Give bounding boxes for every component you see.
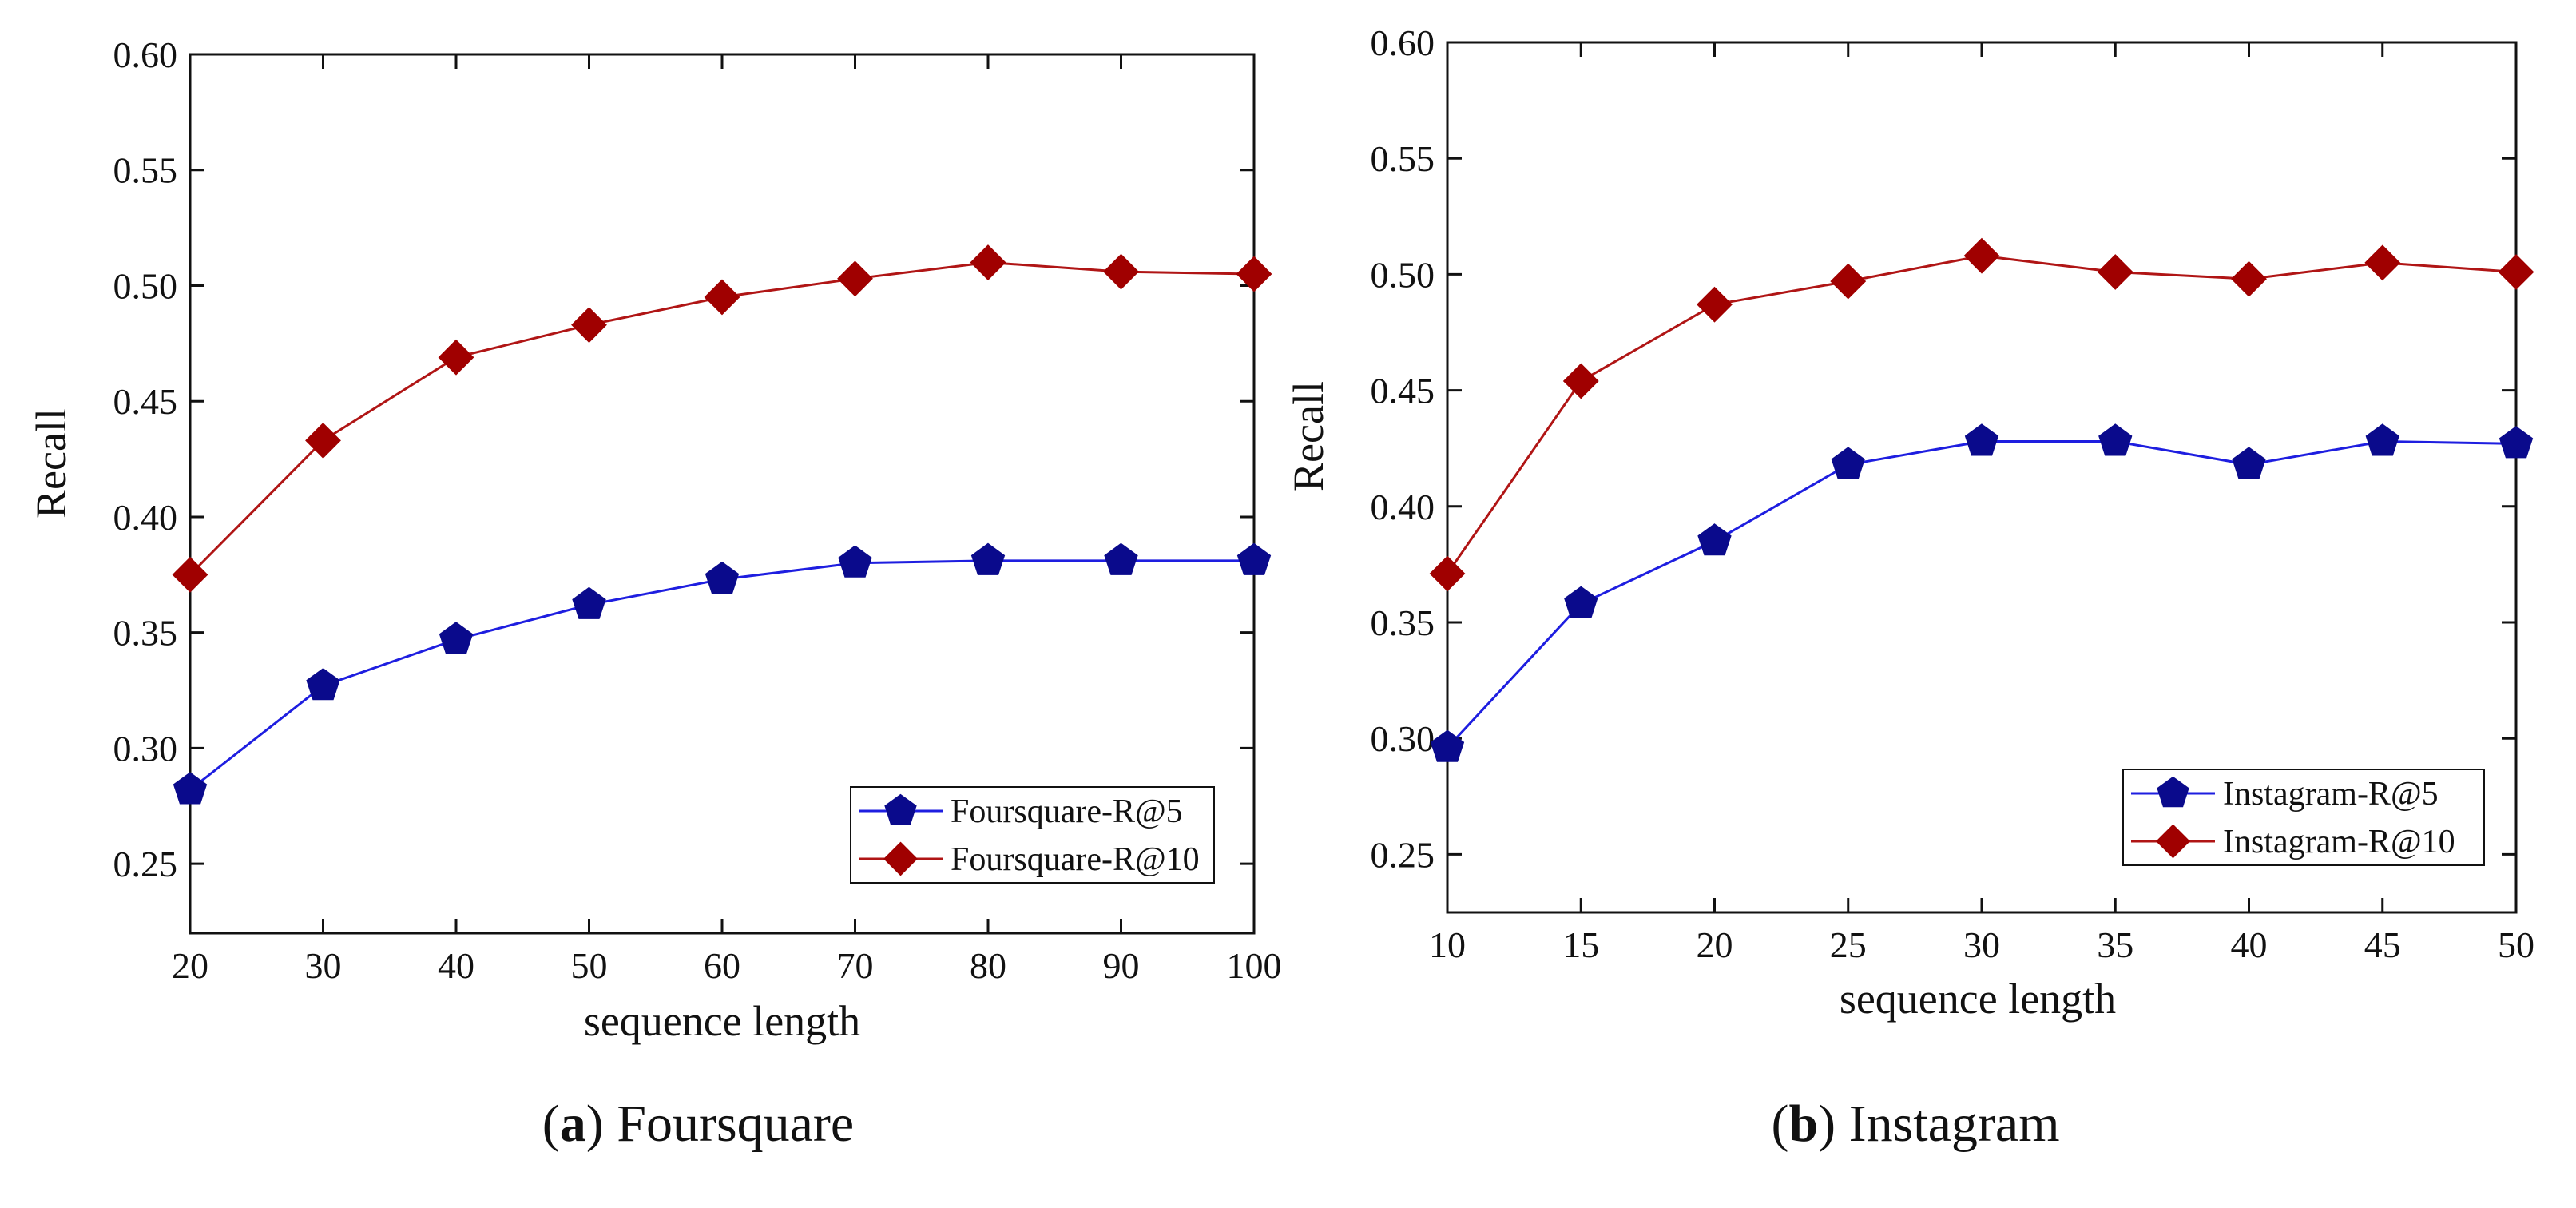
- y-tick-label: 0.40: [1371, 487, 1435, 527]
- data-point-Instagram-R@10: [1697, 286, 1733, 323]
- legend-marker: [884, 793, 917, 825]
- data-point-Instagram-R@10: [1429, 555, 1466, 592]
- data-point-Instagram-R@5: [2499, 426, 2534, 459]
- x-tick-label: 10: [1429, 924, 1466, 965]
- y-tick-label: 0.60: [1371, 22, 1435, 63]
- x-tick-label: 100: [1227, 945, 1282, 986]
- data-point-Instagram-R@10: [1963, 237, 2000, 274]
- caption-b-label: b: [1788, 1095, 1818, 1153]
- data-point-Instagram-R@10: [1830, 263, 1867, 300]
- legend-label: Foursquare-R@5: [951, 793, 1183, 830]
- x-tick-label: 40: [438, 945, 474, 986]
- x-tick-label: 50: [571, 945, 608, 986]
- y-axis-label: Recall: [1284, 381, 1332, 491]
- caption-a: (a) Foursquare: [542, 1095, 854, 1153]
- data-point-Foursquare-R@10: [704, 279, 740, 316]
- data-point-Foursquare-R@5: [838, 545, 872, 578]
- data-point-Foursquare-R@5: [572, 586, 606, 619]
- x-tick-label: 45: [2364, 924, 2401, 965]
- x-tick-label: 30: [305, 945, 342, 986]
- x-tick-label: 20: [1697, 924, 1733, 965]
- data-point-Foursquare-R@10: [571, 307, 607, 344]
- y-tick-label: 0.40: [113, 497, 178, 538]
- series-line-Instagram-R@5: [1446, 439, 2517, 749]
- caption-a-label: a: [560, 1095, 586, 1153]
- data-point-Instagram-R@5: [1430, 729, 1465, 762]
- x-tick-label: 30: [1963, 924, 2000, 965]
- data-point-Foursquare-R@10: [970, 244, 1006, 280]
- data-point-Foursquare-R@5: [705, 561, 740, 594]
- data-point-Instagram-R@5: [1964, 423, 1999, 456]
- data-point-Foursquare-R@5: [1104, 542, 1138, 575]
- data-point-Foursquare-R@5: [970, 542, 1006, 575]
- y-tick-label: 0.25: [113, 844, 178, 884]
- x-tick-label: 40: [2231, 924, 2268, 965]
- x-tick-label: 15: [1562, 924, 1599, 965]
- x-axis-label: sequence length: [584, 997, 860, 1045]
- x-tick-label: 90: [1103, 945, 1140, 986]
- data-point-Foursquare-R@5: [1236, 542, 1272, 575]
- series-line-Instagram-R@10: [1446, 254, 2517, 574]
- legend-label: Instagram-R@5: [2223, 776, 2439, 813]
- x-tick-label: 20: [172, 945, 208, 986]
- data-point-Instagram-R@5: [1831, 447, 1865, 479]
- data-point-Foursquare-R@10: [172, 556, 208, 593]
- data-point-Foursquare-R@10: [1103, 253, 1139, 290]
- y-tick-label: 0.55: [1371, 138, 1435, 179]
- y-axis-label: Recall: [27, 408, 75, 519]
- y-tick-label: 0.60: [113, 34, 178, 75]
- data-point-Instagram-R@5: [1697, 523, 1732, 556]
- legend: Instagram-R@5 Instagram-R@10: [2122, 769, 2485, 866]
- data-point-Foursquare-R@5: [306, 668, 340, 701]
- y-tick-label: 0.45: [1371, 371, 1435, 411]
- data-point-Instagram-R@5: [2365, 423, 2399, 456]
- data-point-Foursquare-R@10: [837, 260, 873, 297]
- y-tick-label: 0.25: [1371, 834, 1435, 875]
- chart-foursquare: 0.25 0.30 0.35 0.40 0.45 0.50 0.55 0.60 20 30 40 50…: [27, 34, 1282, 1045]
- y-tick-label: 0.30: [113, 728, 178, 769]
- caption-b: (b) Instagram: [1771, 1095, 2059, 1153]
- data-point-Instagram-R@10: [2498, 254, 2534, 290]
- x-tick-label: 35: [2097, 924, 2133, 965]
- data-point-Foursquare-R@10: [1236, 256, 1272, 292]
- legend-marker: [2157, 776, 2189, 808]
- data-point-Foursquare-R@5: [439, 622, 474, 654]
- y-tick-label: 0.45: [113, 381, 178, 422]
- data-point-Instagram-R@10: [2231, 260, 2267, 297]
- caption-a-text: Foursquare: [604, 1095, 854, 1153]
- y-tick-label: 0.50: [1371, 254, 1435, 295]
- data-point-Foursquare-R@10: [305, 423, 341, 459]
- caption-b-text: Instagram: [1836, 1095, 2059, 1153]
- x-tick-label: 50: [2498, 924, 2534, 965]
- data-point-Instagram-R@10: [2364, 244, 2401, 281]
- legend-label: Instagram-R@10: [2223, 824, 2455, 860]
- data-point-Foursquare-R@10: [438, 339, 474, 376]
- y-tick-label: 0.35: [113, 613, 178, 654]
- x-axis-label: sequence length: [1840, 975, 2116, 1023]
- data-point-Instagram-R@5: [2232, 447, 2266, 479]
- x-tick-label: 80: [970, 945, 1006, 986]
- data-point-Instagram-R@10: [1562, 363, 1599, 399]
- legend-marker: [2156, 824, 2190, 859]
- data-point-Instagram-R@10: [2097, 254, 2133, 290]
- series-line-Foursquare-R@5: [189, 559, 1254, 791]
- x-tick-label: 60: [704, 945, 740, 986]
- y-tick-label: 0.35: [1371, 602, 1435, 643]
- legend-label: Foursquare-R@10: [951, 841, 1200, 878]
- y-tick-label: 0.55: [113, 150, 178, 191]
- chart-instagram: 0.25 0.30 0.35 0.40 0.45 0.50 0.55 0.60 10 15 20 25…: [1284, 22, 2534, 1023]
- y-tick-label: 0.30: [1371, 718, 1435, 759]
- data-point-Instagram-R@5: [2098, 423, 2133, 456]
- legend-marker: [883, 841, 918, 876]
- x-tick-label: 25: [1830, 924, 1867, 965]
- data-point-Foursquare-R@5: [173, 772, 208, 805]
- legend: Foursquare-R@5 Foursquare-R@10: [850, 786, 1215, 884]
- y-tick-label: 0.50: [113, 265, 178, 306]
- data-point-Instagram-R@5: [1564, 586, 1598, 618]
- x-tick-label: 70: [837, 945, 874, 986]
